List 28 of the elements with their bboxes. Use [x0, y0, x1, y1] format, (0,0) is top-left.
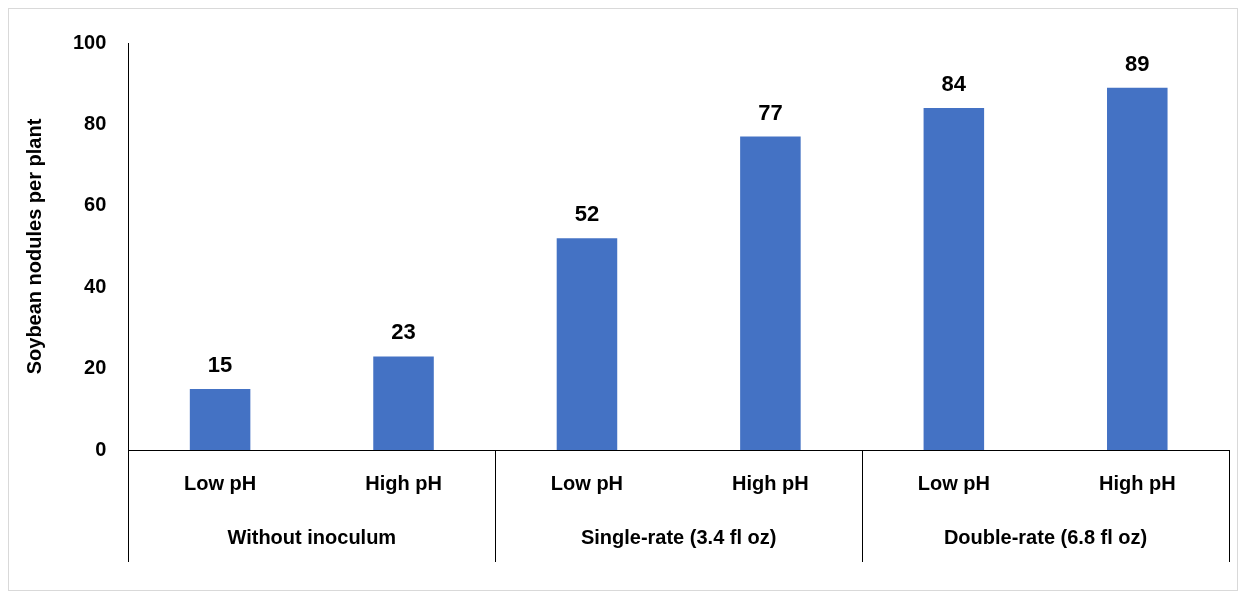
bar — [740, 136, 801, 450]
data-label: 23 — [391, 319, 416, 345]
data-label: 52 — [574, 201, 600, 227]
x-tick-label: Low pH — [917, 471, 990, 494]
text: Single-rate (3.4 fl oz) — [580, 525, 777, 548]
data-label: 15 — [207, 352, 233, 378]
x-tick-label: Low pH — [183, 471, 257, 494]
bar — [1107, 87, 1168, 450]
y-tick-label: 0 — [95, 437, 107, 460]
x-tick-label: High pH — [1098, 471, 1176, 494]
data-label: 89 — [1125, 50, 1150, 76]
bar — [556, 238, 618, 450]
bar — [923, 108, 985, 450]
y-axis-title: Soybean nodules per plant — [22, 118, 45, 375]
data-label: 84 — [941, 71, 967, 97]
bar — [373, 356, 434, 450]
y-tick-label: 40 — [84, 274, 107, 297]
y-tick-label: 80 — [84, 111, 107, 134]
x-tick-label: Low pH — [550, 471, 624, 494]
x-tick-label: High pH — [732, 471, 809, 494]
text: Without inoculum — [227, 525, 397, 548]
y-tick-label: 100 — [72, 30, 107, 53]
x-tick-label: High pH — [365, 471, 442, 494]
y-tick-label: 60 — [84, 193, 107, 216]
bar — [189, 388, 251, 450]
text: Double-rate (6.8 fl oz) — [943, 525, 1148, 548]
y-tick-label: 20 — [84, 356, 107, 379]
data-label: 77 — [758, 99, 783, 125]
